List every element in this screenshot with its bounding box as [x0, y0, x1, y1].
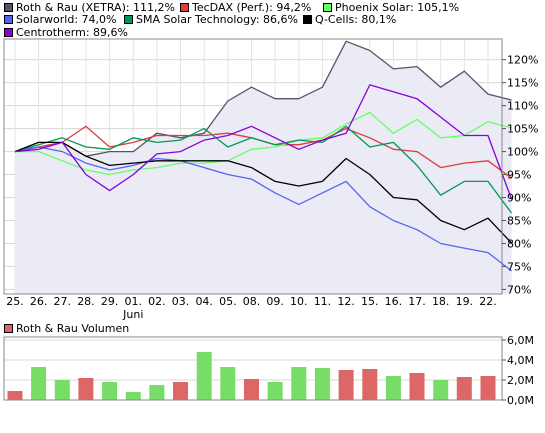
x-tick-label: 11. [314, 295, 332, 308]
x-tick-label: 19. [456, 295, 474, 308]
area-fill [15, 41, 512, 294]
series-line-0 [14, 40, 512, 157]
volume-bar [7, 391, 23, 400]
volume-plot-frame [3, 336, 503, 401]
volume-bar [102, 382, 118, 400]
y-tick-label: 85% [507, 214, 531, 227]
legend-label: Phoenix Solar: 105,1% [335, 1, 460, 14]
volume-bar [31, 367, 47, 400]
volume-bar [244, 379, 259, 400]
x-tick-label: 28. [77, 295, 95, 308]
y-tick-label: 105% [507, 123, 538, 136]
y-tick-label: 90% [507, 192, 531, 205]
volume-bar [54, 380, 70, 400]
x-tick-label: 27. [54, 295, 72, 308]
series-line-4 [14, 125, 513, 214]
series-line-5 [14, 141, 513, 244]
legend-label: Centrotherm: 89,6% [16, 26, 128, 39]
x-month-label: Juni [122, 308, 143, 321]
x-tick-label: 15. [361, 295, 379, 308]
x-tick-label: 26. [30, 295, 48, 308]
y-axis-ticks: 70% 75% 80% 85% 90% 95% 100% 105% 110% 115% 120% [502, 54, 538, 296]
chart-legend: Roth & Rau (XETRA): 111,2% TecDAX (Perf.… [0, 0, 545, 40]
legend-item-centrotherm: Centrotherm: 89,6% [4, 26, 128, 39]
series-area-roth-rau [15, 41, 512, 294]
x-tick-label: 01. [125, 295, 143, 308]
y-tick-label: 80% [507, 237, 531, 250]
legend-label: Solarworld: 74,0% [16, 13, 117, 26]
volume-bar [338, 370, 354, 400]
x-tick-label: 04. [195, 295, 213, 308]
y-tick-label: 110% [507, 100, 538, 113]
series-lines [14, 40, 513, 272]
volume-y-tick-label: 0,0M [507, 394, 534, 407]
x-tick-label: 10. [290, 295, 308, 308]
x-axis-ticks: 25. 26. 27. 28. 29. 01. 02. 03. 04. 05. 08. 09. 10. 1… [6, 295, 497, 321]
volume-y-tick-label: 4,0M [507, 354, 534, 367]
x-tick-label: 29. [101, 295, 119, 308]
y-tick-label: 115% [507, 77, 538, 90]
y-tick-label: 75% [507, 260, 531, 273]
volume-bars [7, 352, 496, 400]
legend-item-sma-solar: SMA Solar Technology: 86,6% [124, 13, 298, 26]
volume-bar [433, 380, 449, 400]
legend-swatch [303, 15, 312, 24]
legend-swatch [180, 3, 189, 12]
x-tick-label: 08. [243, 295, 261, 308]
volume-bar [385, 376, 401, 400]
y-tick-label: 100% [507, 146, 538, 159]
volume-legend-label: Roth & Rau Volumen [16, 322, 130, 335]
legend-item-phoenix-solar: Phoenix Solar: 105,1% [323, 1, 459, 14]
volume-y-axis-ticks: 0,0M 2,0M 4,0M 6,0M [502, 334, 534, 407]
volume-bar [291, 367, 307, 400]
legend-item-q-cells: Q-Cells: 80,1% [303, 13, 396, 26]
x-tick-label: 17. [408, 295, 426, 308]
volume-bar [314, 368, 330, 400]
x-tick-label: 03. [172, 295, 190, 308]
legend-swatch [4, 3, 13, 12]
legend-swatch [124, 15, 133, 24]
volume-y-tick-label: 2,0M [507, 374, 534, 387]
x-tick-label: 18. [432, 295, 450, 308]
x-tick-label: 16. [385, 295, 403, 308]
y-tick-label: 120% [507, 54, 538, 67]
series-line-2 [15, 111, 512, 176]
volume-bar [149, 385, 165, 400]
legend-swatch [323, 3, 332, 12]
legend-label: TecDAX (Perf.): 94,2% [192, 1, 312, 14]
volume-bar [362, 369, 378, 400]
x-tick-label: 09. [266, 295, 284, 308]
main-plot-frame [3, 38, 503, 295]
x-tick-label: 22. [479, 295, 497, 308]
legend-label: Roth & Rau (XETRA): 111,2% [16, 1, 176, 14]
legend-item-tecdax: TecDAX (Perf.): 94,2% [180, 1, 311, 14]
volume-bar [456, 377, 472, 400]
x-tick-label: 12. [337, 295, 355, 308]
series-line-3 [14, 146, 512, 272]
volume-legend: Roth & Rau Volumen [4, 322, 129, 335]
y-tick-label: 95% [507, 169, 531, 182]
x-tick-label: 25. [6, 295, 24, 308]
legend-item-solarworld: Solarworld: 74,0% [4, 13, 116, 26]
legend-label: Q-Cells: 80,1% [315, 13, 397, 26]
legend-swatch [4, 324, 13, 333]
volume-bar [173, 382, 188, 400]
legend-item-roth-rau: Roth & Rau (XETRA): 111,2% [4, 1, 175, 14]
x-tick-label: 02. [148, 295, 166, 308]
y-tick-label: 70% [507, 283, 531, 296]
volume-y-tick-label: 6,0M [507, 334, 534, 347]
legend-swatch [4, 15, 13, 24]
x-tick-label: 05. [219, 295, 237, 308]
volume-bar [267, 382, 283, 400]
volume-bar [78, 378, 94, 400]
volume-bar [125, 392, 141, 400]
series-line-6 [14, 84, 513, 200]
volume-bar [196, 352, 212, 400]
volume-bar [409, 373, 425, 400]
legend-swatch [4, 28, 13, 37]
volume-bar [220, 367, 236, 400]
legend-label: SMA Solar Technology: 86,6% [136, 13, 298, 26]
volume-bar [480, 376, 496, 400]
